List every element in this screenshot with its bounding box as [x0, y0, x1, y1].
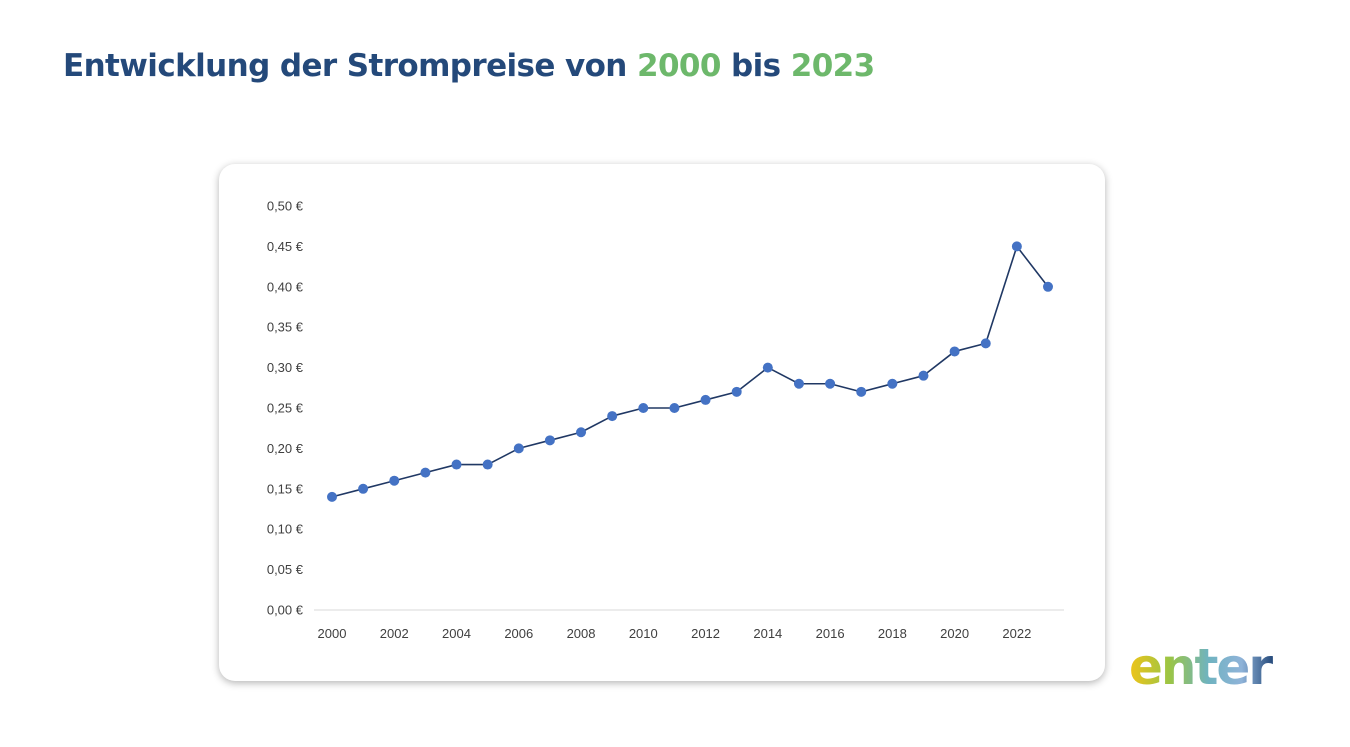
- x-tick-label: 2000: [318, 626, 347, 641]
- x-tick-label: 2008: [567, 626, 596, 641]
- data-point: [1043, 281, 1053, 292]
- y-tick-label: 0,10 €: [267, 522, 304, 537]
- line-chart: 0,00 € 0,05 € 0,10 € 0,15 € 0,20 € 0,25 € 0,30…: [267, 199, 1064, 641]
- x-tick-label: 2006: [504, 626, 533, 641]
- data-point: [949, 346, 960, 357]
- data-point: [544, 435, 555, 446]
- y-tick-label: 0,25 €: [267, 401, 304, 416]
- y-tick-label: 0,00 €: [267, 603, 304, 618]
- y-tick-label: 0,45 €: [267, 239, 304, 254]
- y-tick-label: 0,20 €: [267, 441, 304, 456]
- x-tick-label: 2018: [878, 626, 907, 641]
- data-point: [669, 403, 680, 413]
- data-point: [389, 475, 400, 486]
- data-point: [825, 378, 836, 389]
- data-point: [762, 362, 773, 373]
- data-point: [576, 427, 587, 438]
- y-tick-label: 0,15 €: [267, 481, 304, 496]
- y-tick-label: 0,40 €: [267, 279, 304, 294]
- data-point: [327, 491, 337, 502]
- series-line-0: [331, 245, 1049, 498]
- y-tick-label: 0,05 €: [267, 562, 304, 577]
- data-point: [887, 378, 898, 389]
- chart-axes: 0,00 € 0,05 € 0,10 € 0,15 € 0,20 € 0,25 € 0,30…: [267, 199, 1064, 641]
- data-point: [980, 338, 991, 349]
- logo-wordmark: enter: [1129, 638, 1273, 696]
- x-tick-label: 2014: [753, 626, 782, 641]
- data-point: [358, 483, 369, 494]
- x-tick-label: 2004: [442, 626, 471, 641]
- chart-series-line: [331, 245, 1049, 498]
- data-point: [451, 459, 462, 470]
- data-point: [607, 411, 618, 422]
- enter-logo: enter: [1129, 638, 1275, 696]
- data-point: [856, 386, 867, 397]
- x-tick-label: 2016: [816, 626, 845, 641]
- chart-card: 0,00 € 0,05 € 0,10 € 0,15 € 0,20 € 0,25 € 0,30…: [219, 164, 1105, 681]
- data-point: [638, 403, 649, 413]
- data-point: [793, 378, 804, 389]
- data-point: [731, 386, 742, 397]
- x-tick-label: 2012: [691, 626, 720, 641]
- x-tick-label: 2022: [1002, 626, 1031, 641]
- data-point: [700, 394, 711, 405]
- data-point: [1011, 241, 1022, 252]
- x-tick-label: 2002: [380, 626, 409, 641]
- data-point: [513, 443, 524, 454]
- data-point: [918, 370, 929, 381]
- y-tick-label: 0,35 €: [267, 320, 304, 335]
- data-point: [482, 459, 493, 470]
- title-year-end: 2023: [790, 48, 875, 84]
- title-year-start: 2000: [636, 48, 721, 84]
- title-text-start: Entwicklung der Strompreise von: [63, 48, 637, 84]
- y-tick-label: 0,30 €: [267, 360, 304, 375]
- data-point: [420, 467, 431, 478]
- title-text-middle: bis: [720, 48, 791, 84]
- x-tick-label: 2020: [940, 626, 969, 641]
- x-tick-label: 2010: [629, 626, 658, 641]
- chart-data-points: [327, 241, 1053, 502]
- y-tick-label: 0,50 €: [267, 199, 304, 214]
- page-title: Entwicklung der Strompreise von 2000 bis…: [63, 48, 875, 84]
